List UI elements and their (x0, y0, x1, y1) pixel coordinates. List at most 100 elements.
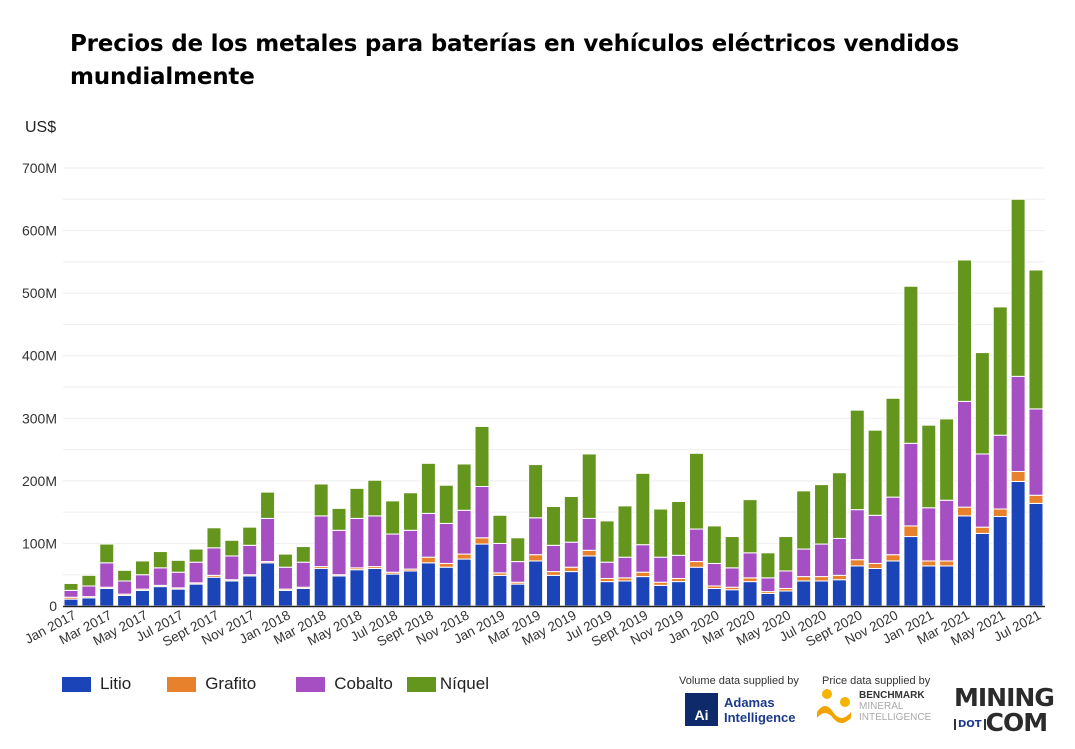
bar-segment-cobalto (796, 548, 812, 578)
bar-segment-níquel (921, 424, 937, 509)
bar-segment-litio (831, 579, 847, 607)
bar-segment-níquel (188, 548, 204, 563)
bar-segment-níquel (1028, 269, 1044, 410)
y-axis-unit: US$ (25, 119, 57, 136)
bar-segment-litio (796, 580, 812, 607)
bar-segment-litio (403, 570, 419, 607)
bar-segment-cobalto (206, 547, 222, 576)
bar-segment-grafito (921, 560, 937, 567)
legend: Litio Grafito Cobalto Níquel (62, 674, 525, 694)
bar-segment-níquel (688, 452, 704, 530)
bar-segment-cobalto (528, 517, 544, 556)
bar-segment-cobalto (653, 556, 669, 583)
bar-segment-cobalto (367, 515, 383, 568)
bar-segment-grafito (903, 525, 919, 538)
bar-segment-cobalto (277, 566, 293, 590)
bar-segment-grafito (438, 562, 454, 568)
bar-segment-níquel (367, 479, 383, 517)
bar-segment-níquel (260, 491, 276, 519)
bar-segment-litio (456, 558, 472, 607)
bar-segment-litio (653, 584, 669, 607)
bar-segment-níquel (974, 352, 990, 455)
bar-segment-litio (921, 565, 937, 607)
bar-segment-cobalto (313, 515, 329, 568)
y-tick-label: 100M (22, 535, 57, 551)
bar-segment-grafito (957, 506, 972, 517)
bar-segment-cobalto (742, 552, 758, 579)
bar-segment-grafito (1010, 470, 1026, 482)
bar-segment-litio (313, 567, 329, 607)
legend-label: Níquel (439, 674, 489, 693)
bar-segment-grafito (992, 508, 1008, 518)
bar-segment-litio (974, 532, 990, 607)
bar-segment-litio (206, 576, 222, 607)
ai-logo-icon: Ai (685, 693, 718, 726)
bar-segment-litio (188, 583, 204, 607)
bar-segment-cobalto (403, 529, 419, 570)
bar-segment-grafito (885, 554, 901, 562)
bar-segment-níquel (599, 520, 615, 563)
bar-segment-cobalto (939, 499, 955, 562)
bar-segment-níquel (63, 582, 79, 591)
bar-segment-litio (742, 581, 758, 607)
bar-segment-cobalto (724, 567, 740, 588)
bar-segment-cobalto (903, 442, 919, 527)
bar-segment-níquel (474, 425, 490, 487)
chart-title: Precios de los metales para baterías en … (70, 31, 960, 90)
bar-segment-níquel (510, 537, 526, 563)
bar-segment-cobalto (688, 528, 704, 563)
bar-segment-litio (885, 560, 901, 607)
bar-segment-níquel (885, 397, 901, 498)
bar-segment-litio (706, 587, 722, 607)
bar-segment-litio (814, 580, 830, 607)
bar-segment-cobalto (671, 554, 687, 579)
bar-segment-níquel (438, 484, 454, 524)
bar-segment-grafito (1028, 494, 1044, 504)
bar-segment-litio (688, 566, 704, 607)
bar-segment-cobalto (617, 556, 633, 579)
bar-segment-níquel (939, 418, 955, 501)
bar-segment-níquel (563, 496, 579, 543)
bar-segment-litio (134, 589, 150, 607)
bar-segment-cobalto (849, 509, 865, 561)
bar-segment-litio (242, 575, 258, 607)
bar-segment-cobalto (867, 514, 883, 564)
bar-segment-níquel (867, 429, 883, 516)
bar-segment-níquel (528, 464, 544, 519)
bar-segment-níquel (134, 560, 150, 576)
legend-swatch (62, 676, 91, 692)
bar-segment-litio (528, 560, 544, 607)
bar-segment-grafito (742, 577, 758, 583)
bar-segment-níquel (617, 505, 633, 558)
bar-segment-grafito (831, 574, 847, 581)
y-tick-label: 700M (22, 160, 57, 176)
bar-segment-cobalto (385, 533, 401, 573)
bar-segment-litio (778, 590, 794, 607)
legend-swatch (167, 676, 197, 692)
bar-segment-níquel (581, 453, 597, 519)
y-tick-label: 300M (22, 410, 57, 426)
bar-segment-cobalto (992, 434, 1008, 510)
bar-segment-litio (170, 588, 186, 607)
bar-segment-cobalto (885, 496, 901, 556)
bar-segment-litio (99, 587, 115, 607)
bar-segment-litio (957, 515, 972, 607)
bar-segment-litio (224, 580, 240, 607)
bar-segment-níquel (653, 508, 669, 558)
bar-segment-grafito (635, 571, 651, 578)
bar-segment-cobalto (474, 485, 490, 539)
bar-segment-níquel (849, 409, 865, 511)
bar-segment-níquel (903, 285, 919, 444)
bar-segment-litio (635, 576, 651, 607)
bar-segment-cobalto (563, 541, 579, 568)
bar-segment-níquel (456, 463, 472, 511)
bar-segment-grafito (545, 571, 561, 576)
bar-segment-cobalto (99, 562, 115, 588)
bar-segment-litio (63, 598, 79, 607)
bar-segment-níquel (796, 490, 812, 550)
bar-segment-cobalto (599, 561, 615, 579)
bar-segment-litio (367, 567, 383, 607)
y-tick-label: 400M (22, 348, 57, 364)
